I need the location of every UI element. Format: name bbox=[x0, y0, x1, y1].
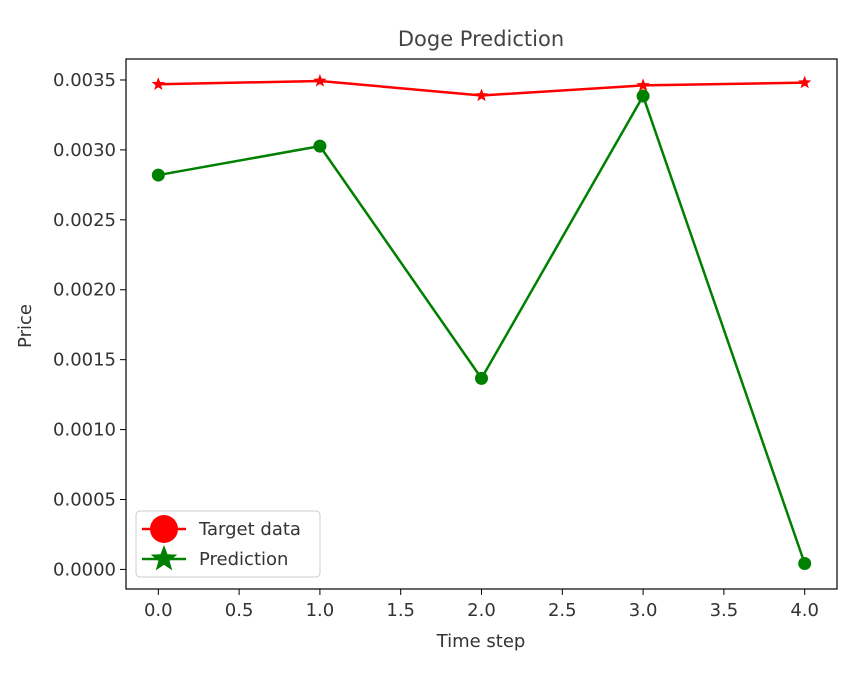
x-tick-label: 1.5 bbox=[386, 600, 415, 621]
y-tick-label: 0.0020 bbox=[53, 280, 116, 301]
y-tick-label: 0.0015 bbox=[53, 350, 116, 371]
legend-item: Target data bbox=[142, 515, 301, 543]
x-axis-label: Time step bbox=[436, 631, 526, 652]
data-point bbox=[798, 556, 812, 570]
y-tick-label: 0.0010 bbox=[53, 420, 116, 441]
data-point bbox=[636, 89, 650, 103]
x-tick-label: 1.0 bbox=[306, 600, 335, 621]
legend-item: Prediction bbox=[142, 545, 288, 571]
legend-marker bbox=[150, 515, 178, 543]
legend-label: Target data bbox=[198, 519, 301, 540]
x-tick-label: 3.0 bbox=[629, 600, 658, 621]
x-tick-label: 2.5 bbox=[548, 600, 577, 621]
x-tick-label: 4.0 bbox=[790, 600, 819, 621]
data-point bbox=[636, 78, 650, 92]
data-point bbox=[313, 73, 327, 87]
y-axis: 0.0000 0.0005 0.0010 0.0015 0.0020 0.0025 0.00… bbox=[53, 70, 126, 580]
data-point bbox=[474, 88, 489, 102]
x-tick-label: 2.0 bbox=[467, 600, 496, 621]
data-point bbox=[151, 168, 165, 182]
legend: Target data Prediction bbox=[135, 510, 321, 578]
y-tick-label: 0.0005 bbox=[53, 490, 116, 511]
y-axis-label: Price bbox=[15, 304, 36, 348]
series-group bbox=[151, 89, 812, 570]
y-tick-label: 0.0000 bbox=[53, 559, 116, 580]
chart-title: Doge Prediction bbox=[398, 27, 564, 51]
x-axis: 0.0 0.5 1.0 1.5 2.0 2.5 3.0 3.5 4.0 bbox=[144, 589, 819, 621]
y-tick-label: 0.0030 bbox=[53, 140, 116, 161]
data-point bbox=[151, 77, 165, 90]
y-tick-label: 0.0025 bbox=[53, 210, 116, 231]
legend-items: Target data Prediction bbox=[142, 515, 301, 571]
data-point bbox=[798, 75, 812, 89]
legend-box bbox=[135, 510, 321, 578]
data-point bbox=[475, 371, 488, 385]
x-tick-label: 0.5 bbox=[225, 600, 254, 621]
y-tick-label: 0.0035 bbox=[53, 70, 116, 91]
x-tick-label: 0.0 bbox=[144, 600, 173, 621]
legend-marker bbox=[150, 545, 178, 571]
series-group bbox=[151, 73, 812, 102]
legend-label: Prediction bbox=[199, 549, 288, 570]
x-tick-label: 3.5 bbox=[710, 600, 739, 621]
series-layer bbox=[151, 73, 812, 570]
data-point bbox=[313, 139, 327, 153]
